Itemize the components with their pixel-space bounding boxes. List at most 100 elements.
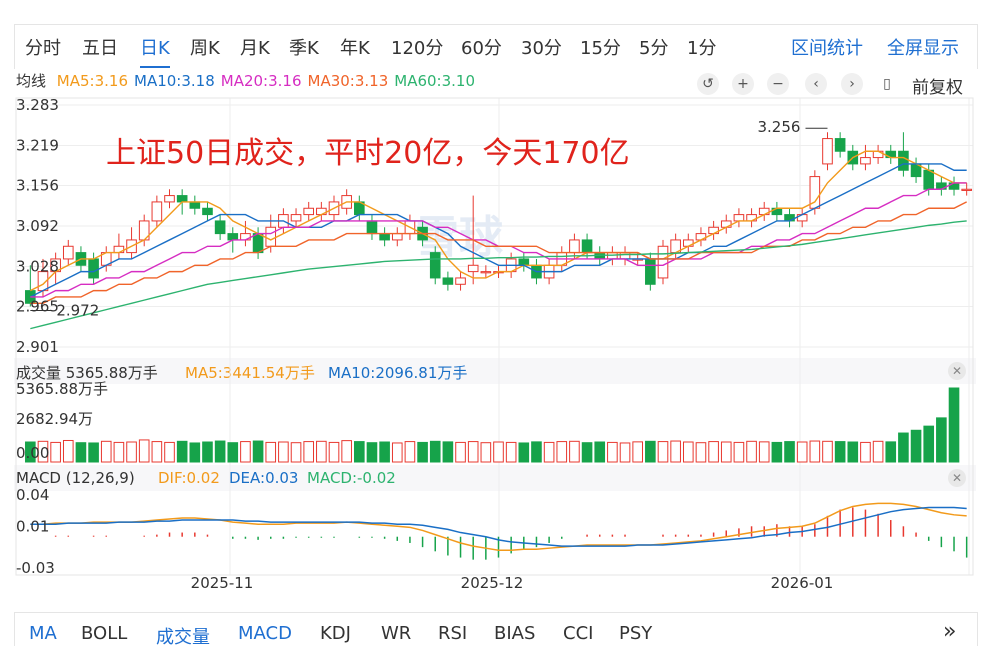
candle-body	[442, 277, 454, 285]
period-tab-12[interactable]: 1分	[687, 38, 717, 59]
volume-bar	[885, 441, 897, 463]
prev-icon[interactable]: ‹	[805, 73, 827, 95]
candle-body	[569, 239, 580, 254]
volume-bar	[898, 432, 909, 463]
candle-body	[202, 207, 213, 216]
undo-icon[interactable]: ↺	[697, 73, 719, 95]
volume-bar	[695, 442, 707, 463]
volume-axis-label: 5365.88万手	[16, 380, 108, 398]
indicator-tab-9[interactable]: PSY	[619, 623, 653, 644]
price-axis-label: 3.156	[16, 176, 59, 194]
volume-bar	[822, 440, 833, 463]
indicator-tab-2[interactable]: 成交量	[156, 627, 210, 648]
volume-bar	[164, 441, 175, 463]
next-icon[interactable]: ›	[841, 73, 863, 95]
volume-ma5: MA5:3441.54万手	[185, 364, 315, 382]
volume-bar	[480, 442, 492, 463]
period-tab-4[interactable]: 月K	[240, 38, 270, 59]
volume-bar	[176, 440, 188, 463]
volume-bar	[923, 425, 935, 463]
period-tab-5[interactable]: 季K	[289, 38, 319, 59]
indicator-tab-1[interactable]: BOLL	[81, 623, 128, 644]
indicator-tab-5[interactable]: WR	[381, 623, 412, 644]
volume-bar	[214, 440, 226, 463]
macd-dif-line	[30, 502, 967, 552]
ma-legend-label: 均线	[16, 72, 47, 90]
zoom-out-icon[interactable]: −	[767, 73, 789, 95]
macd-close-icon[interactable]: ✕	[948, 469, 966, 487]
ma-line-ma60	[30, 220, 967, 330]
macd-axis-label: 0.04	[16, 486, 49, 504]
candle-body	[923, 169, 935, 190]
volume-bar	[126, 441, 137, 463]
volume-bar	[404, 441, 416, 463]
indicator-tab-8[interactable]: CCI	[563, 623, 594, 644]
volume-bar	[796, 441, 808, 463]
volume-bar	[467, 441, 479, 463]
indicator-tab-4[interactable]: KDJ	[320, 623, 351, 644]
candle-body	[88, 258, 99, 279]
period-tab-10[interactable]: 15分	[580, 38, 621, 59]
volume-bar	[594, 441, 606, 463]
indicator-bar: MA BOLL 成交量 MACD KDJ WR RSI BIAS CCI PSY »	[14, 612, 978, 648]
ma-legend-item-2: MA20:3.16	[220, 72, 302, 90]
macd-value: MACD:-0.02	[307, 469, 396, 487]
volume-bar	[455, 441, 466, 463]
period-tab-9[interactable]: 30分	[521, 38, 562, 59]
fullscreen-link[interactable]: 全屏显示	[887, 38, 959, 59]
macd-axis-label: -0.03	[16, 559, 55, 577]
zoom-in-icon[interactable]: +	[732, 73, 754, 95]
volume-bar	[948, 387, 960, 463]
volume-bar	[341, 440, 352, 463]
candle-body	[467, 264, 479, 273]
volume-bar	[657, 441, 669, 463]
volume-bar	[138, 439, 150, 463]
period-tab-2[interactable]: 日K	[140, 34, 170, 68]
volume-bar	[708, 441, 719, 463]
interval-stats-link[interactable]: 区间统计	[791, 38, 863, 59]
candle-body	[645, 258, 656, 285]
indicator-tab-6[interactable]: RSI	[438, 623, 468, 644]
candle-body	[429, 252, 441, 279]
volume-bar	[682, 441, 694, 463]
macd-dif: DIF:0.02	[158, 469, 220, 487]
volume-close-icon[interactable]: ✕	[948, 362, 966, 380]
double-chevron-right-icon[interactable]: »	[943, 619, 957, 644]
volume-bar	[391, 442, 403, 463]
indicator-tab-7[interactable]: BIAS	[494, 623, 536, 644]
volume-bar	[265, 441, 277, 463]
volume-bar	[581, 442, 593, 463]
candle-body	[822, 138, 833, 165]
indicator-tab-0[interactable]: MA	[29, 623, 57, 644]
volume-bar	[25, 441, 36, 463]
volume-bar	[100, 440, 112, 463]
volume-bar	[847, 441, 859, 463]
period-tab-7[interactable]: 120分	[391, 38, 444, 59]
volume-bar	[619, 442, 631, 463]
period-tab-0[interactable]: 分时	[25, 38, 61, 59]
candle-icon[interactable]: ▯	[883, 76, 891, 92]
candle-body	[252, 233, 264, 254]
period-tab-11[interactable]: 5分	[639, 38, 669, 59]
volume-bar	[50, 441, 61, 463]
candle-body	[366, 220, 378, 235]
volume-bar	[202, 441, 213, 463]
volume-bar	[569, 440, 580, 463]
volume-bar	[936, 417, 947, 463]
ma-line-ma10	[30, 163, 967, 298]
period-tab-8[interactable]: 60分	[461, 38, 502, 59]
period-tab-3[interactable]: 周K	[190, 38, 220, 59]
indicator-tab-3[interactable]: MACD	[238, 623, 292, 644]
volume-axis-label: 2682.94万	[16, 410, 93, 428]
price-axis-label: 3.219	[16, 137, 59, 155]
kline-chart[interactable]: 雪球 3.283 3.219 3.156 3.092 3.028 2.965 2.901 3.…	[0, 0, 985, 612]
volume-bar	[556, 441, 568, 463]
ma-legend-item-0: MA5:3.16	[56, 72, 128, 90]
candle-body	[62, 245, 74, 260]
period-tab-1[interactable]: 五日	[82, 38, 118, 59]
adjust-mode[interactable]: 前复权	[912, 78, 963, 98]
volume-bar	[720, 441, 732, 463]
period-tab-6[interactable]: 年K	[340, 38, 370, 59]
volume-bar	[278, 441, 289, 463]
volume-bar	[910, 429, 922, 463]
